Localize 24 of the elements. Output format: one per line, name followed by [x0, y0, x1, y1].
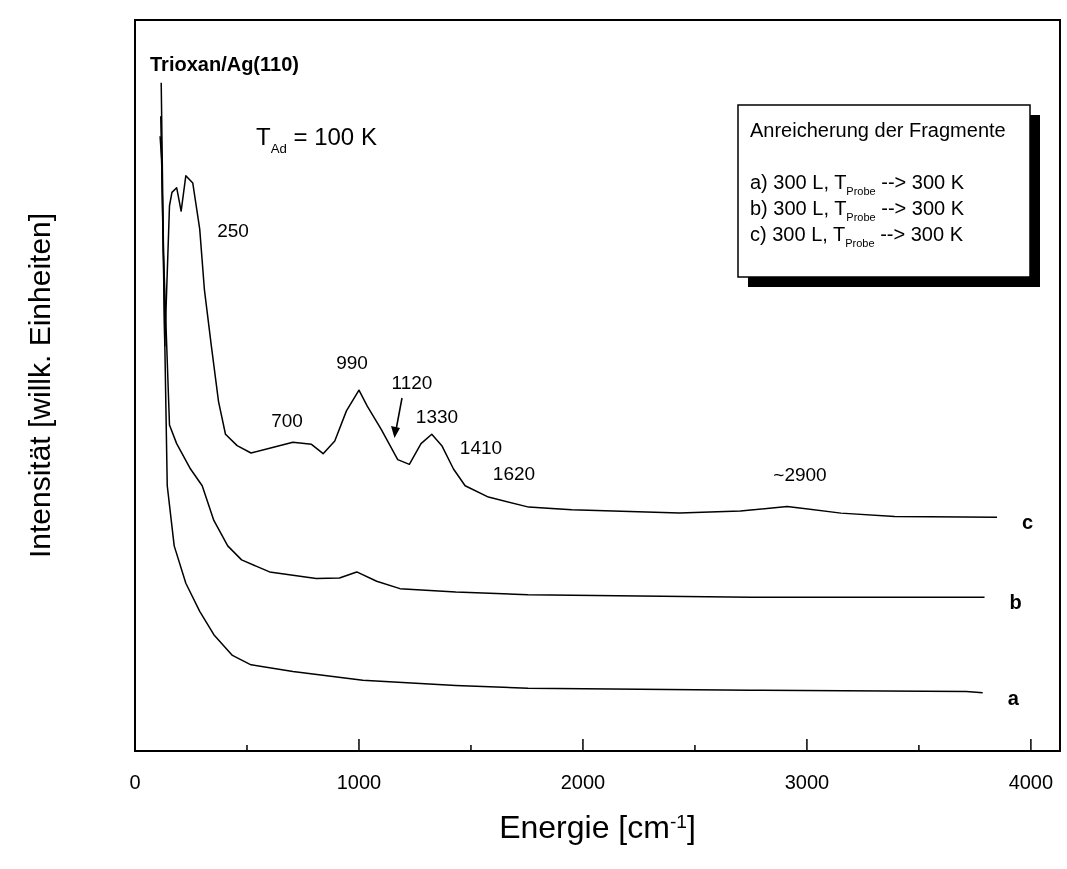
annotation: 1330: [415, 406, 459, 427]
series-label: c: [1022, 511, 1034, 534]
annotation: a) 300 L, T$_{Probe}$ --> 300 K: [750, 171, 965, 197]
annotation: b) 300 L, T$_{Probe}$ --> 300 K: [750, 197, 965, 223]
series-label: b: [1009, 591, 1022, 614]
x-tick-label: 2000: [560, 771, 606, 793]
x-tick-label: 0: [129, 771, 141, 793]
series-label: a: [1007, 686, 1020, 709]
annotation: ~2900: [773, 464, 827, 485]
annotation: 1120: [391, 372, 433, 393]
annotation: 990: [336, 352, 368, 373]
chart-title: Trioxan/Ag(110): [150, 53, 299, 75]
text: T$_{Ad}$ = 100 K: [256, 123, 377, 156]
x-axis-title: Energie [cm$^{-1}$]: [499, 809, 696, 845]
x-tick-label: 4000: [1008, 771, 1054, 793]
annotation: 1620: [492, 463, 536, 484]
x-tick-label: 3000: [784, 771, 830, 793]
x-tick-label: 1000: [336, 771, 382, 793]
annotation: c) 300 L, T$_{Probe}$ --> 300 K: [750, 223, 964, 249]
annotation: 700: [271, 410, 303, 431]
annotation: Anreicherung der Fragmente: [750, 119, 1006, 141]
y-axis-title: Intensität [willk. Einheiten]: [23, 212, 56, 559]
annotation: 250: [217, 220, 249, 241]
annotation: 1410: [459, 437, 503, 458]
